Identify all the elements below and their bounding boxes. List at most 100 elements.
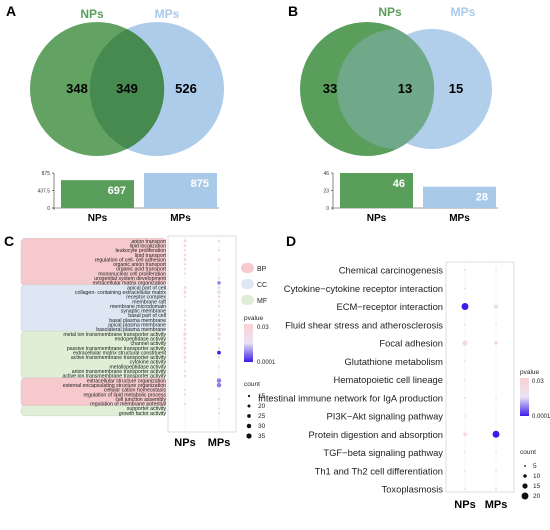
pvalue-legend-high: 0.03 [532,379,544,385]
dotplot-c-frame [167,235,237,433]
term-label-c: extracellular matrix organization [93,281,166,287]
dot-c [217,295,221,299]
venn-b-label-nps: NPs [378,5,402,19]
term-label-c: membrane raft [132,299,166,305]
count-legend-dot [521,492,529,500]
term-label-c: cellular cation homeostasis [104,388,167,394]
dot-c [216,378,222,383]
dot-c [183,346,187,350]
dot-c [183,323,187,327]
term-label-c: extracellular structure organization [87,378,166,384]
dot-d [495,469,497,472]
term-label-c: organic acid transport [116,267,166,273]
dot-c [217,258,221,262]
dot-d [464,415,466,417]
bar-category-label: NPs [88,213,108,224]
panel-letter-c: C [4,233,14,249]
dot-c [217,323,221,327]
bar-nps [340,173,413,208]
dot-c [183,244,187,247]
group-legend-swatch-cc [241,279,254,289]
pvalue-legend-high: 0.03 [257,325,269,331]
term-label-c: lipid transport [135,253,167,259]
dot-d [464,469,466,472]
dot-c [216,382,222,388]
term-label-d: Focal adhesion [379,338,443,349]
group-legend-label: MF [257,298,267,305]
dot-d [464,378,466,381]
dot-c [217,328,221,331]
dot-c [183,374,187,377]
dot-c [217,281,221,285]
term-label-c: mononuclear cell proliferation [98,271,166,277]
bar-value-label: 697 [108,185,126,197]
term-label-c: extracellular matrix structural constitu… [73,350,166,356]
dot-c [217,239,221,243]
term-label-c: collagen- containing extracellular matri… [75,290,167,296]
dot-c [183,295,187,298]
venn-b-overlap-count: 13 [398,81,412,96]
dot-d [464,488,466,490]
bar-y-tick-label: 0 [47,206,50,212]
count-legend-dot [522,483,528,489]
venn-b-left-only: 33 [323,81,337,96]
term-label-c: regulation of cell- cell adhesion [95,257,166,263]
dot-c [183,388,187,391]
bar-y-tick-label: 0 [326,206,329,212]
pvalue-colorbar [520,378,529,416]
group-band-mf [20,405,167,417]
term-label-c: cell junction assembly [116,397,167,403]
term-label-c: synaptic membrane [121,309,166,315]
dot-c [217,249,221,252]
count-legend-dot [246,423,252,429]
venn-a-right-only: 526 [175,81,197,96]
term-label-d: ECM−receptor interaction [336,301,443,312]
count-legend-dot [246,433,252,439]
bar-value-label: 875 [191,178,209,190]
term-label-c: cytokine activity [130,360,167,366]
dot-c [183,332,187,336]
dotplot-d-frame [445,261,515,493]
group-legend-swatch-mf [241,295,254,305]
term-label-c: regulation of membrane potential [90,402,166,408]
term-label-d: Protein digestion and absorption [309,429,443,440]
term-label-c: metallopeptidase activity [109,364,166,370]
count-legend-dot [247,394,251,398]
dot-c [217,277,221,280]
dot-c [183,309,187,312]
dot-d [495,396,497,399]
group-legend-label: CC [257,282,267,289]
bar-mps [423,186,496,208]
panel-letter-d: D [286,233,296,249]
dot-c [217,365,221,368]
term-label-c: passive transmembrane transporter activi… [67,346,167,352]
dot-d [492,430,500,438]
term-label-c: metal ion transmembrane transporter acti… [63,332,166,338]
term-label-c: receptor complex [126,295,166,301]
dot-c [217,337,221,341]
term-label-d: Fluid shear stress and atherosclerosis [285,319,443,330]
dot-d [494,341,498,345]
count-legend-label: 20 [533,493,541,500]
dot-c [217,286,221,289]
dot-c [183,318,187,322]
dot-c [183,360,187,363]
dot-c [183,263,187,266]
dot-c [183,314,187,317]
dot-d [495,323,497,326]
term-label-d: Intestinal immune network for IgA produc… [258,392,443,403]
venn-a-left-only: 348 [66,81,88,96]
count-legend-dot [247,404,251,408]
term-label-c: apical part of cell [127,285,166,291]
count-legend-label: 5 [533,463,537,470]
term-label-c: urogenital system development [94,276,166,282]
dot-c [183,272,187,275]
term-label-d: Chemical carcinogenesis [339,265,444,276]
dot-c [183,351,187,354]
bar-chart-b: 46 23 0 46 NPs 28 MPs [323,171,498,224]
term-label-c: anion transport [131,239,166,245]
dot-c [183,355,187,359]
x-category-d: MPs [485,499,508,511]
